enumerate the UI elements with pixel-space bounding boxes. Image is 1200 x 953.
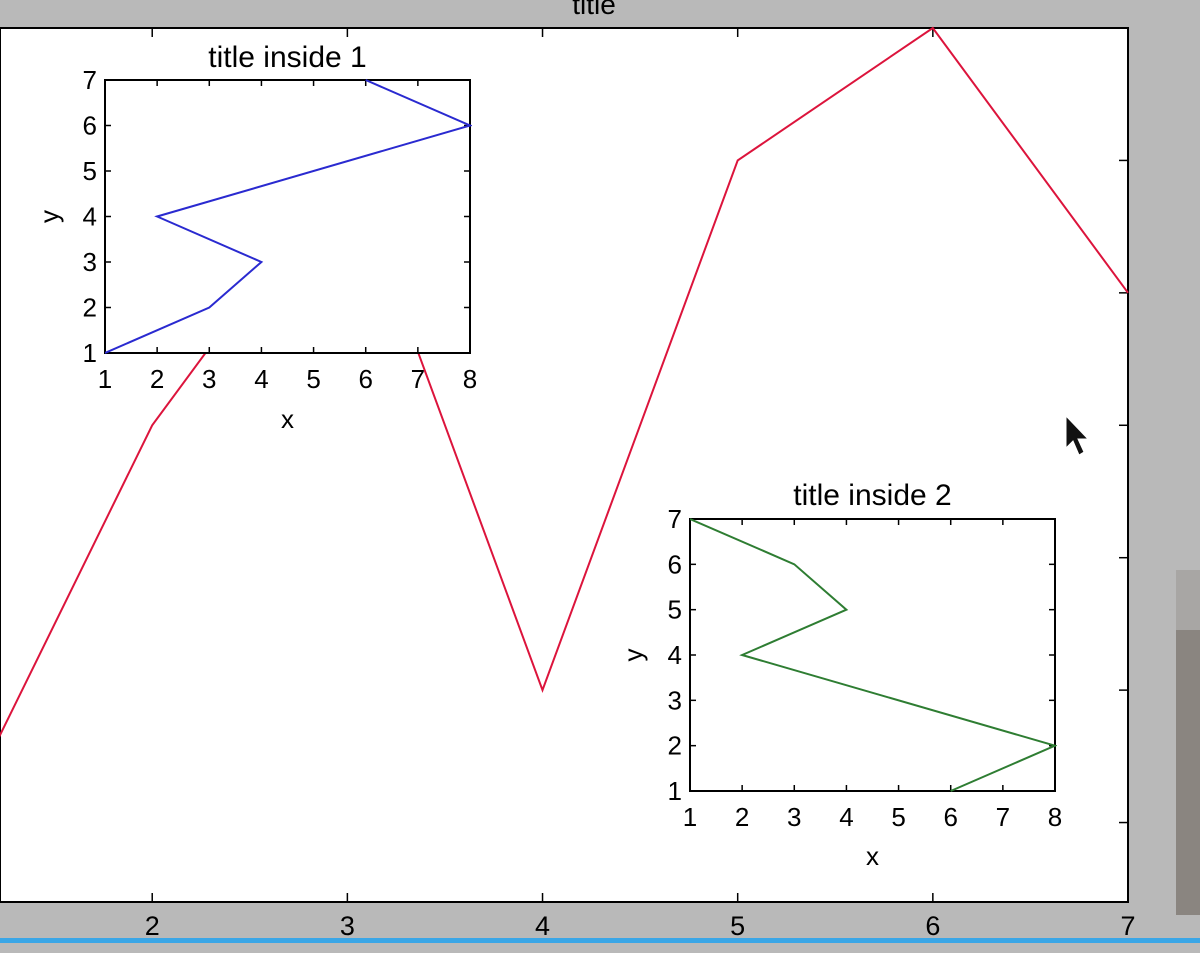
- inset2-x-tick-label: 7: [996, 802, 1010, 832]
- inset1-x-tick-label: 4: [254, 364, 268, 394]
- inset1-x-tick-label: 5: [306, 364, 320, 394]
- inset2-x-tick-label: 3: [787, 802, 801, 832]
- inset1-y-axis-label: y: [34, 210, 64, 223]
- inset1-x-tick-label: 3: [202, 364, 216, 394]
- main-x-tick-label: 3: [340, 911, 355, 941]
- inset2-y-tick-label: 6: [668, 549, 682, 579]
- side-photo-highlight: [1176, 570, 1200, 630]
- inset2-series-line: [690, 518, 1057, 792]
- inset2-y-tick-label: 1: [668, 776, 682, 806]
- inset1-x-tick-label: 1: [98, 364, 112, 394]
- inset1-y-tick-label: 7: [83, 65, 97, 95]
- inset1-plot-area: [104, 79, 471, 354]
- inset2-x-axis-label: x: [866, 841, 879, 871]
- inset1-y-tick-label: 3: [83, 247, 97, 277]
- inset1-x-tick-label: 2: [150, 364, 164, 394]
- main-x-tick-label: 7: [1120, 911, 1135, 941]
- inset1-x-tick-label: 7: [411, 364, 425, 394]
- inset2-x-tick-label: 5: [891, 802, 905, 832]
- inset2-y-tick-label: 7: [668, 504, 682, 534]
- bottom-accent-bar: [0, 938, 1200, 943]
- main-title: title: [572, 0, 616, 20]
- inset2-y-tick-label: 4: [668, 640, 682, 670]
- inset1-x-tick-label: 6: [358, 364, 372, 394]
- inset1-y-tick-label: 2: [83, 293, 97, 323]
- inset2-x-tick-label: 6: [943, 802, 957, 832]
- inset1-x-axis-label: x: [281, 404, 294, 434]
- inset1-y-tick-label: 5: [83, 156, 97, 186]
- inset1-y-tick-label: 1: [83, 338, 97, 368]
- main-x-tick-label: 2: [145, 911, 160, 941]
- main-x-tick-label: 5: [730, 911, 745, 941]
- inset2-x-tick-label: 1: [683, 802, 697, 832]
- inset1-y-tick-label: 4: [83, 202, 97, 232]
- inset2-x-tick-label: 2: [735, 802, 749, 832]
- inset2-y-tick-label: 2: [668, 731, 682, 761]
- inset2-chart: title inside 2 1 2 3 4 5 6 7 8 1 2 3 4 5 6 7 x y: [618, 479, 1062, 871]
- inset2-y-tick-label: 3: [668, 685, 682, 715]
- inset1-series-line: [105, 79, 472, 354]
- inset1-title: title inside 1: [208, 41, 366, 74]
- inset2-y-axis-label: y: [618, 649, 648, 662]
- inset2-x-tick-label: 8: [1048, 802, 1062, 832]
- inset2-plot-area: [689, 518, 1056, 792]
- inset1-chart: title inside 1 1 2 3 4 5 6 7 8 1 2 3 4 5 6 7 x y: [34, 41, 477, 434]
- inset2-title: title inside 2: [793, 479, 951, 512]
- inset1-y-tick-label: 6: [83, 111, 97, 141]
- inset2-y-tick-label: 5: [668, 595, 682, 625]
- main-series-line: [0, 26, 1129, 738]
- inset2-x-tick-label: 4: [839, 802, 853, 832]
- main-x-tick-label: 6: [925, 911, 940, 941]
- main-x-tick-label: 4: [535, 911, 550, 941]
- mouse-cursor-icon: [1065, 414, 1090, 456]
- inset1-x-tick-label: 8: [463, 364, 477, 394]
